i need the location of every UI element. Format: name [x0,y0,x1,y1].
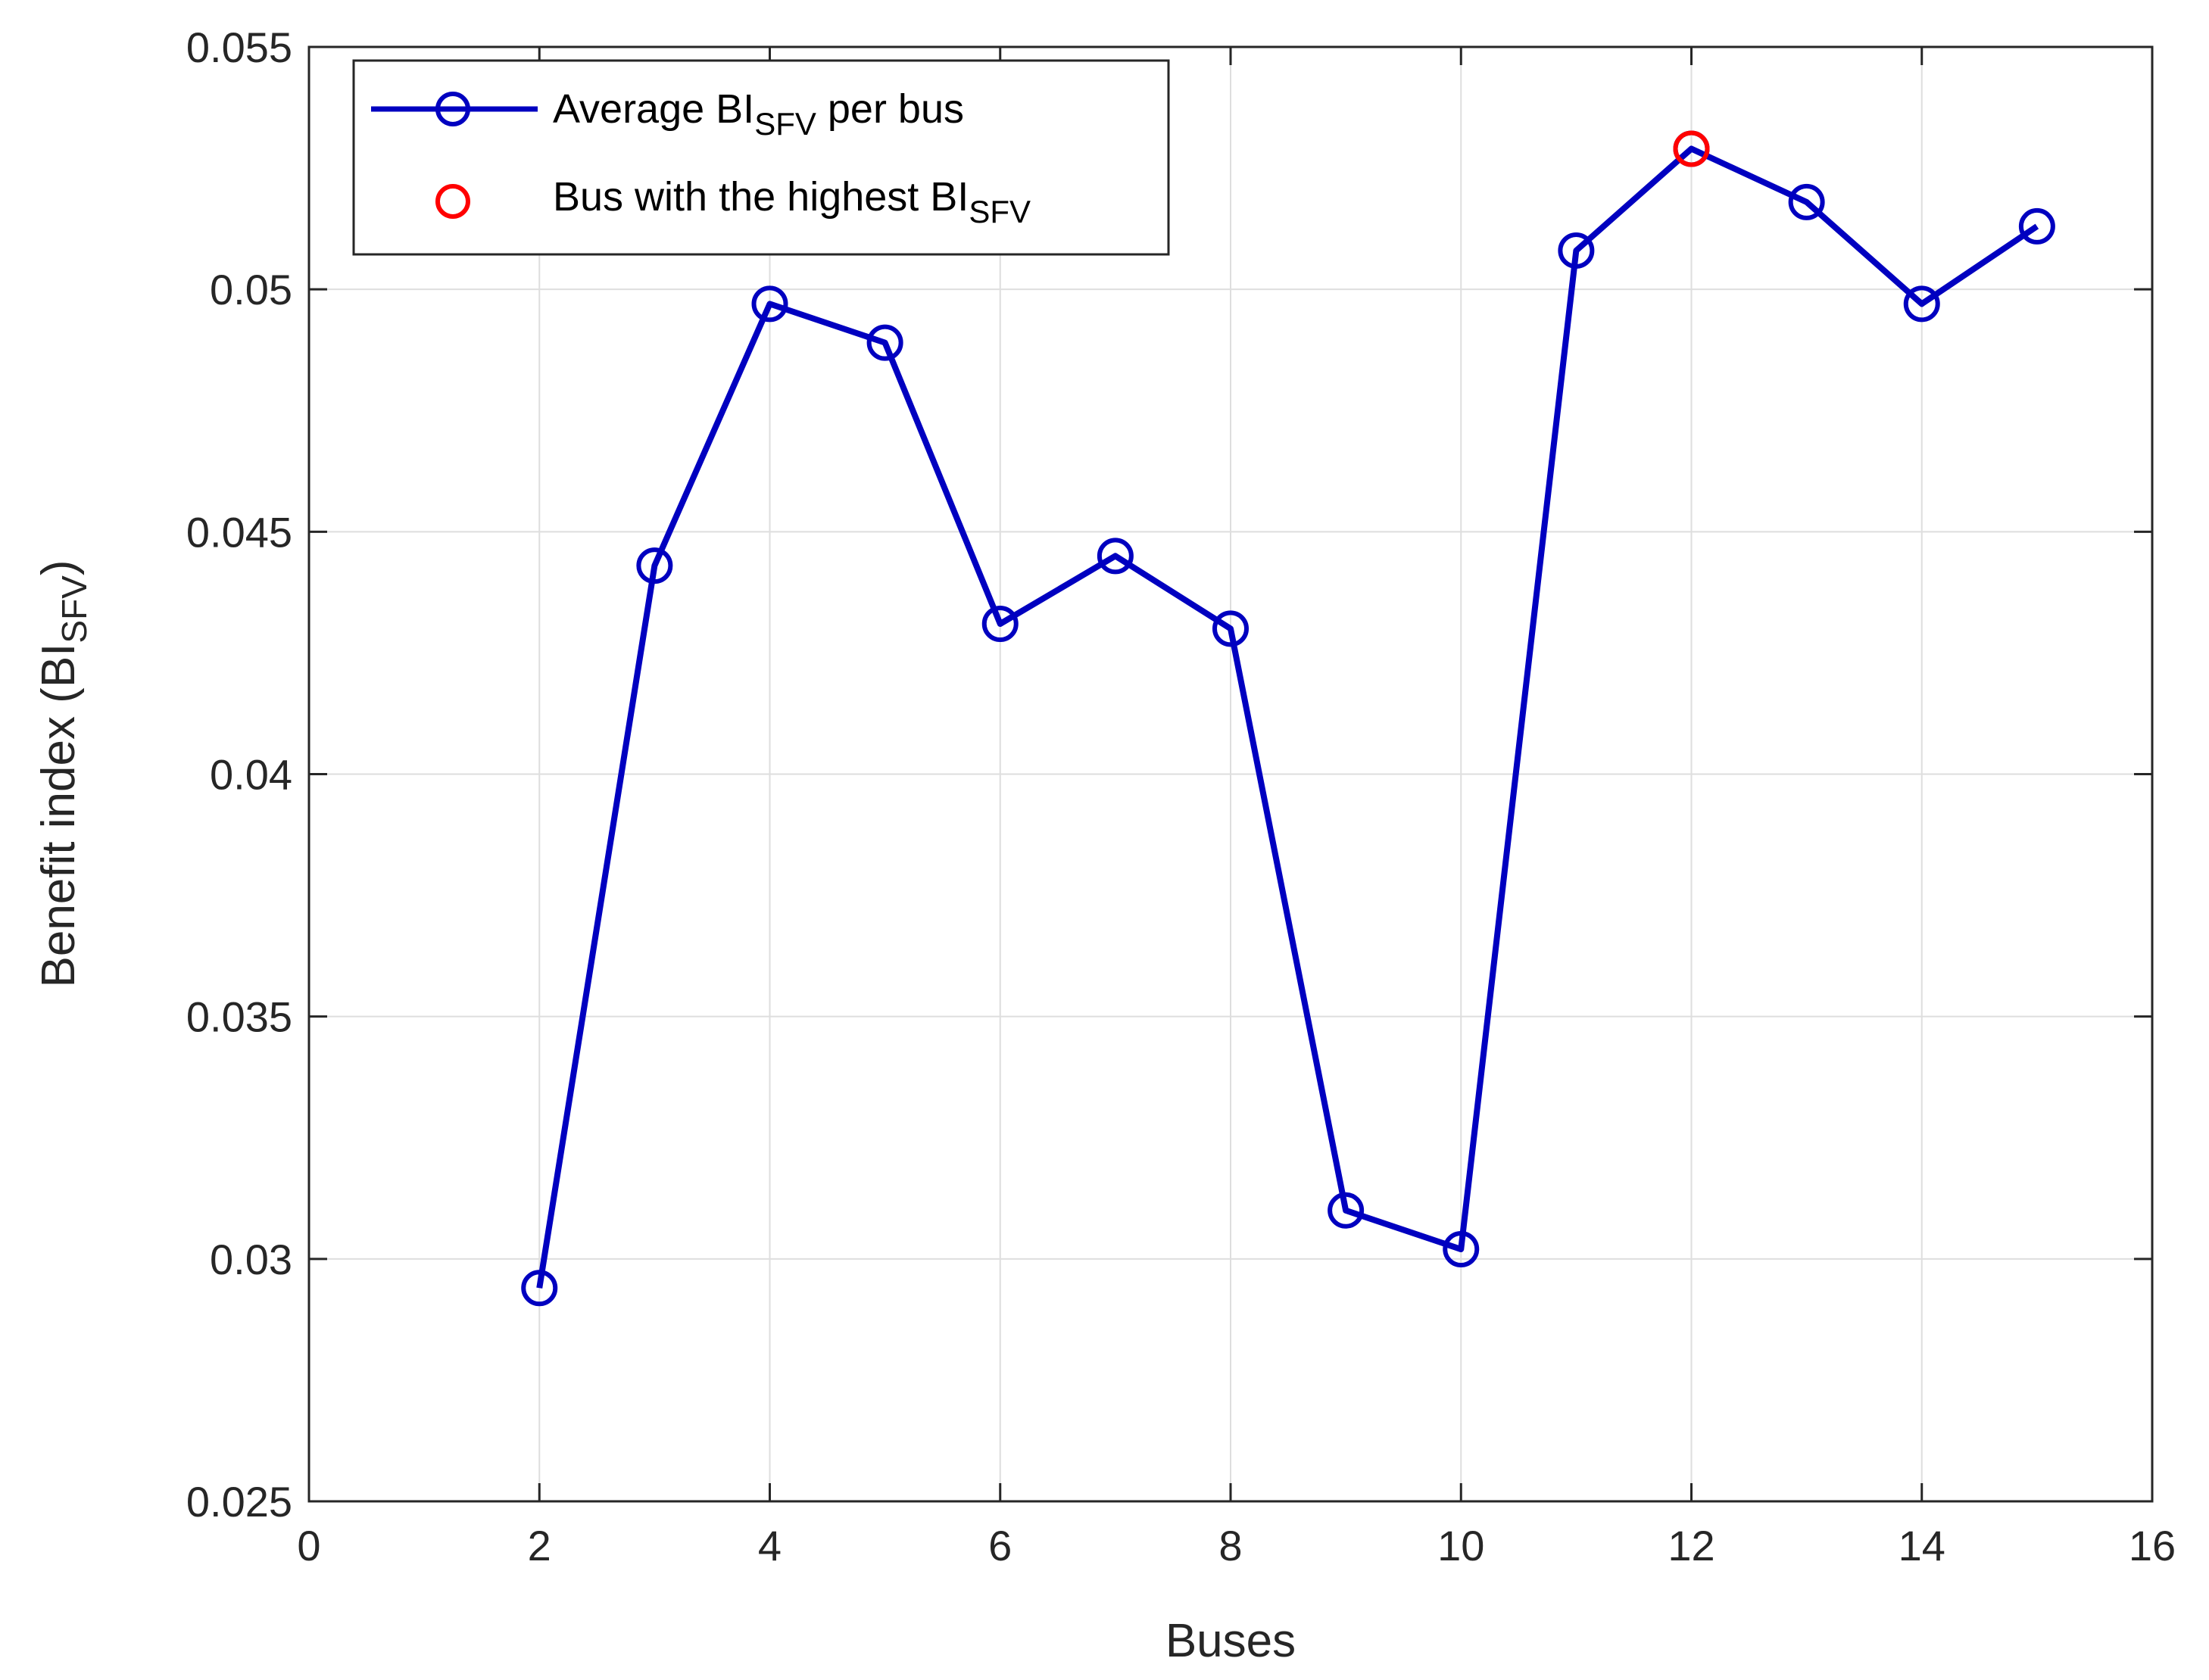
data-point-average [866,324,903,361]
y-tick-label: 0.055 [186,23,292,71]
x-tick-label: 2 [528,1522,551,1569]
data-point-average [521,1270,558,1307]
y-axis-title-subscript: SFV [55,575,94,644]
legend-label-average-after: per bus [816,86,964,132]
x-tick-label: 10 [1437,1522,1484,1569]
legend-marker-average [435,92,470,126]
x-tick-label: 6 [988,1522,1012,1569]
data-point-average [1903,285,1940,323]
axis-ticks: 0 2 4 6 8 10 12 14 16 0.025 0.03 0.035 0.04 0.045 0.05… [186,23,2176,1569]
data-point-average [1558,232,1595,269]
legend-label-average: Average BISFV per bus [553,86,964,142]
x-tick-label: 16 [2129,1522,2176,1569]
y-axis-title-close: ) [33,559,85,575]
y-axis-title-main: Benefit index (BI [33,644,85,988]
x-tick-label: 8 [1218,1522,1242,1569]
x-tick-label: 14 [1899,1522,1945,1569]
y-tick-label: 0.035 [186,993,292,1041]
x-tick-label: 0 [297,1522,320,1569]
x-tick-label: 4 [758,1522,782,1569]
y-axis-title: Benefit index (BISFV) [33,559,94,987]
y-tick-label: 0.05 [210,266,292,313]
y-tick-label: 0.045 [186,508,292,556]
data-point-average [1328,1192,1365,1229]
data-point-highest [1673,130,1710,167]
x-tick-label: 12 [1668,1522,1714,1569]
legend-label-average-subscript: SFV [754,106,816,142]
y-tick-label: 0.04 [210,751,292,799]
data-point-average [1443,1231,1480,1268]
grid-lines [309,47,2152,1501]
data-point-average [751,285,788,323]
data-point-average [2018,207,2055,245]
x-axis-title: Buses [1165,1615,1296,1667]
legend-label-highest-subscript: SFV [969,194,1031,229]
data-point-average [1212,610,1249,647]
legend-label-average-main: Average BI [553,86,754,132]
y-tick-label: 0.03 [210,1236,292,1283]
series-layer [521,130,2055,1307]
series-line-average [536,145,2039,1289]
legend: Average BISFV per bus Bus with the highe… [352,59,1170,256]
data-point-average [1788,183,1825,220]
data-point-average [981,605,1019,642]
y-tick-label: 0.025 [186,1478,292,1526]
data-point-average [1097,538,1134,575]
legend-marker-highest [435,184,470,219]
legend-box [352,59,1170,256]
data-point-average [636,547,673,584]
legend-label-highest-main: Bus with the highest BI [553,174,969,220]
legend-label-highest: Bus with the highest BISFV [553,174,1031,229]
